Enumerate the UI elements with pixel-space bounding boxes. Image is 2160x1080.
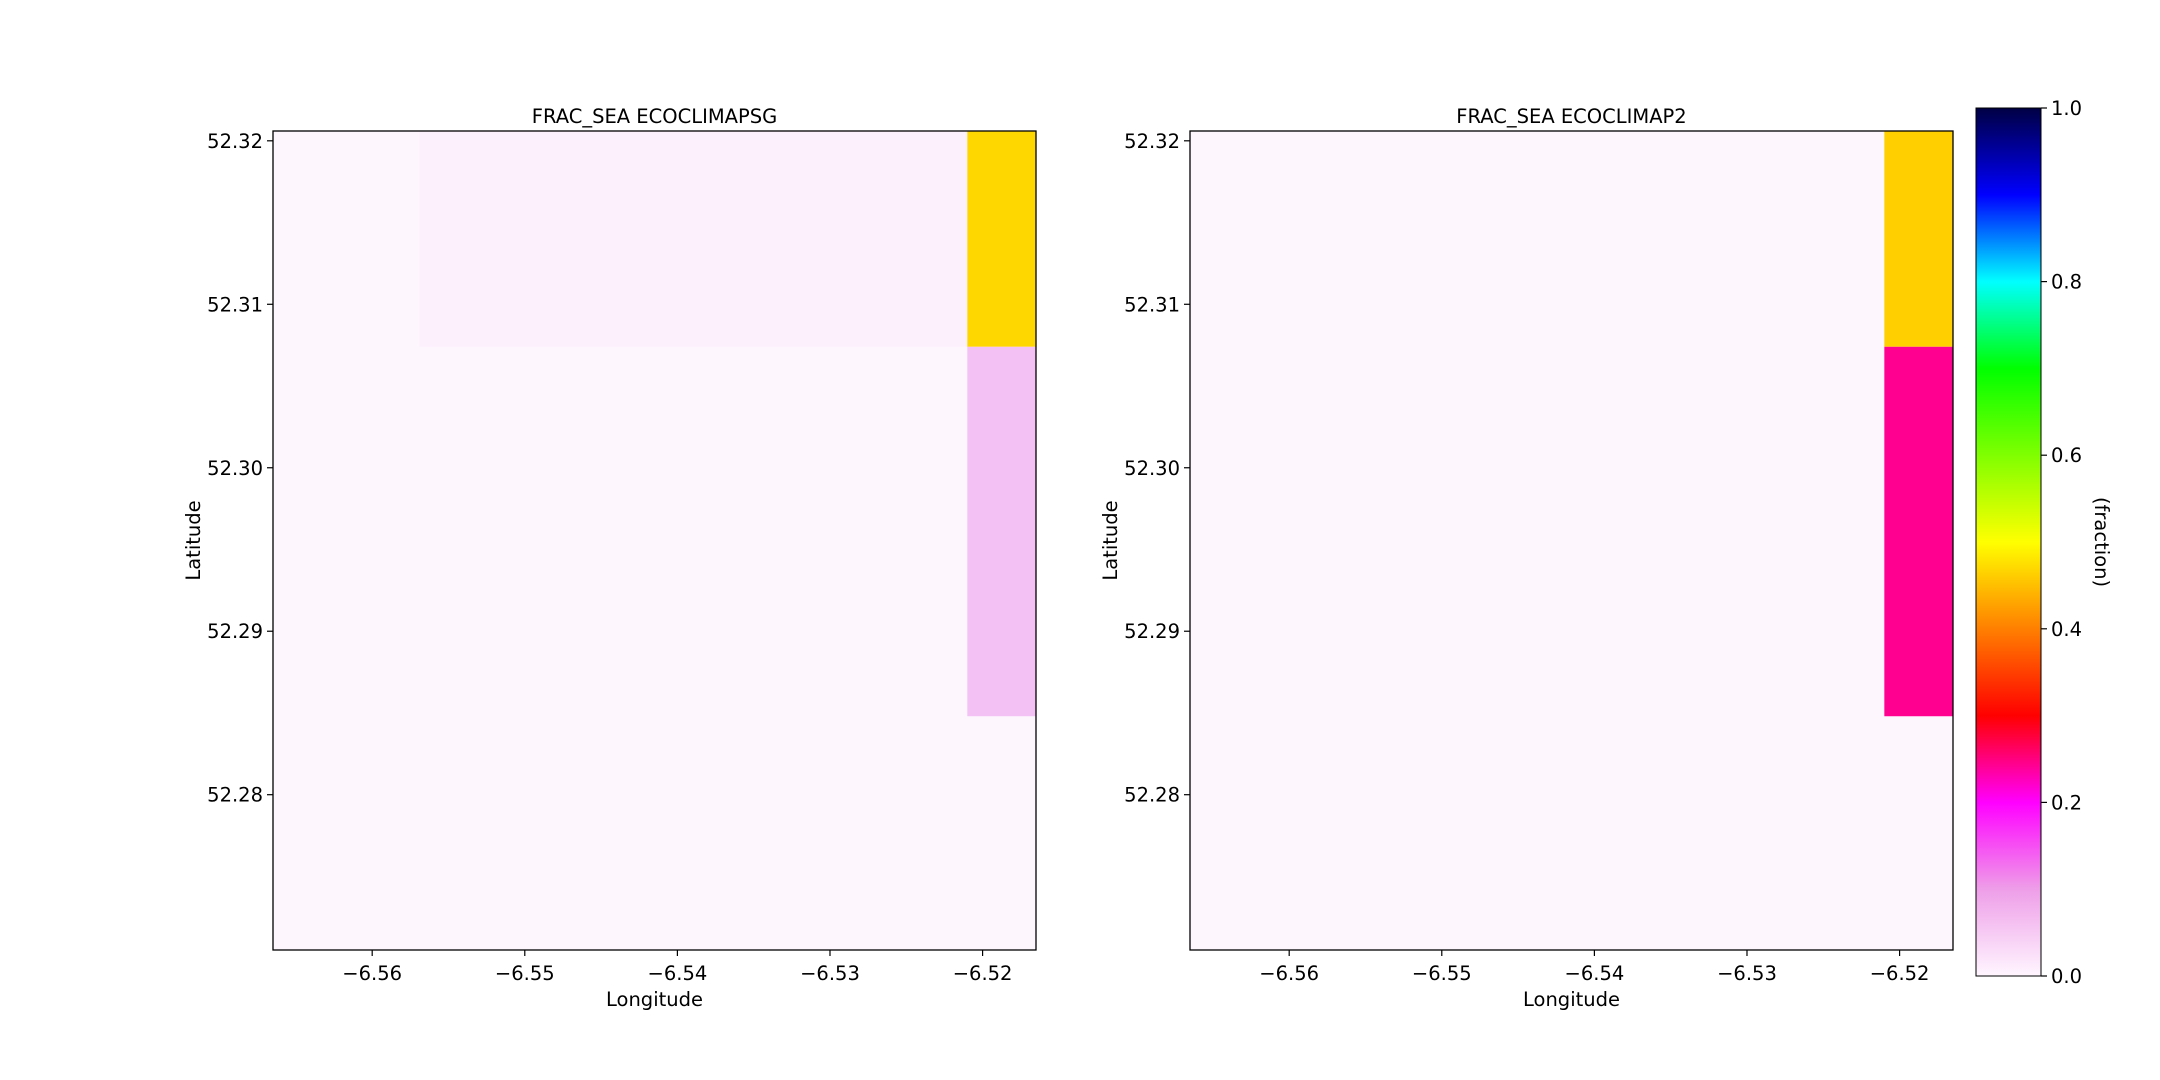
colorbar-tick-label-1: 0.2 <box>2051 791 2082 814</box>
left-x-tick-label-0: −6.56 <box>342 962 402 985</box>
left-y-axis-ticks: 52.28 52.29 52.30 52.31 52.32 <box>207 130 273 807</box>
right-plot-frame <box>1189 130 1954 951</box>
left-heatmap-cell-1 <box>419 131 968 347</box>
left-y-axis-label: Latitude <box>182 500 205 580</box>
right-y-tick-label-2: 52.30 <box>1124 457 1180 480</box>
left-x-tick-label-2: −6.54 <box>648 962 708 985</box>
right-heatmap-panel: −6.56 −6.55 −6.54 −6.53 −6.52 52.28 52.29 52.3… <box>1099 105 1954 1011</box>
left-heatmap-cell-3 <box>967 346 1036 717</box>
colorbar-tick-label-4: 0.8 <box>2051 271 2082 294</box>
left-x-tick-label-4: −6.52 <box>953 962 1013 985</box>
right-x-tick-label-0: −6.56 <box>1259 962 1319 985</box>
left-y-tick-label-2: 52.30 <box>207 457 263 480</box>
colorbar-tick-label-3: 0.6 <box>2051 444 2082 467</box>
right-x-tick-label-3: −6.53 <box>1717 962 1777 985</box>
right-x-tick-label-2: −6.54 <box>1565 962 1625 985</box>
colorbar-tick-label-0: 0.0 <box>2051 965 2082 988</box>
left-x-tick-label-1: −6.55 <box>495 962 555 985</box>
left-x-axis-label: Longitude <box>606 988 703 1011</box>
right-y-tick-label-0: 52.28 <box>1124 784 1180 807</box>
right-y-tick-label-3: 52.31 <box>1124 293 1180 316</box>
right-y-tick-label-1: 52.29 <box>1124 620 1180 643</box>
right-heatmap-cell-1 <box>1884 131 1953 347</box>
left-x-tick-label-3: −6.53 <box>800 962 860 985</box>
right-chart-title: FRAC_SEA ECOCLIMAP2 <box>1456 105 1686 128</box>
right-x-tick-label-1: −6.55 <box>1412 962 1472 985</box>
right-x-axis-label: Longitude <box>1523 988 1620 1011</box>
left-y-tick-label-4: 52.32 <box>207 130 263 153</box>
left-chart-title: FRAC_SEA ECOCLIMAPSG <box>532 105 778 128</box>
colorbar-ticks: 0.0 0.2 0.4 0.6 0.8 1.0 <box>2041 97 2082 988</box>
left-heatmap-panel: −6.56 −6.55 −6.54 −6.53 −6.52 52.28 52.29 52.3… <box>182 105 1037 1011</box>
colorbar-gradient <box>1975 107 2042 977</box>
left-y-tick-label-1: 52.29 <box>207 620 263 643</box>
right-x-axis-ticks: −6.56 −6.55 −6.54 −6.53 −6.52 <box>1259 950 1929 985</box>
right-heatmap-cell-2 <box>1884 346 1953 717</box>
left-x-axis-ticks: −6.56 −6.55 −6.54 −6.53 −6.52 <box>342 950 1012 985</box>
left-y-tick-label-3: 52.31 <box>207 293 263 316</box>
colorbar-label: (fraction) <box>2090 497 2113 587</box>
right-y-axis-label: Latitude <box>1099 500 1122 580</box>
right-x-tick-label-4: −6.52 <box>1870 962 1930 985</box>
colorbar-tick-label-5: 1.0 <box>2051 97 2082 120</box>
right-y-axis-ticks: 52.28 52.29 52.30 52.31 52.32 <box>1124 130 1190 807</box>
left-plot-frame <box>272 130 1037 951</box>
left-y-tick-label-0: 52.28 <box>207 784 263 807</box>
left-heatmap-cells <box>273 131 1036 950</box>
right-heatmap-cells <box>1190 131 1953 950</box>
right-y-tick-label-4: 52.32 <box>1124 130 1180 153</box>
right-heatmap-cell-0 <box>1190 131 1953 950</box>
colorbar: 0.0 0.2 0.4 0.6 0.8 1.0 (fraction) <box>1975 97 2113 988</box>
colorbar-tick-label-2: 0.4 <box>2051 618 2082 641</box>
left-heatmap-cell-2 <box>967 131 1036 347</box>
